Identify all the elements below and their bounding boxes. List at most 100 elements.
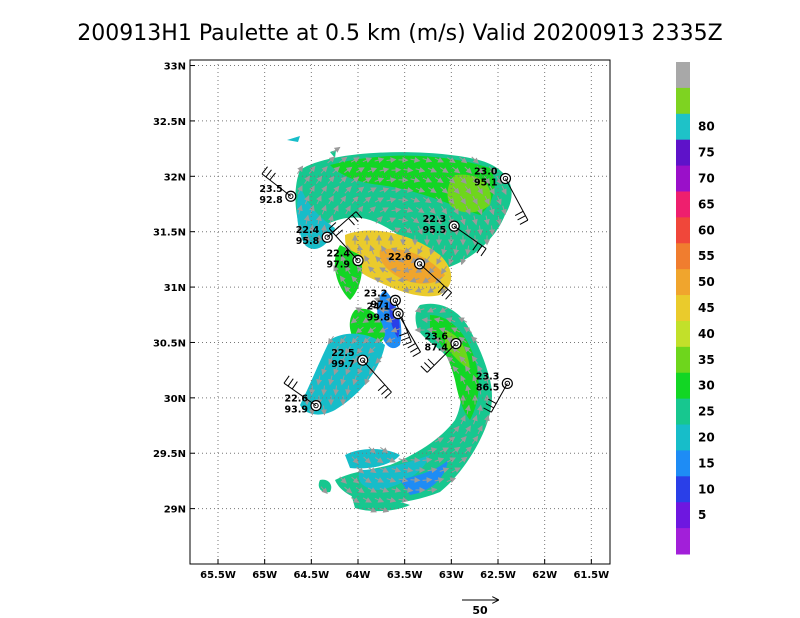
wind-barb-feather — [437, 285, 445, 293]
colorbar-segment — [676, 295, 690, 322]
latitude-axis: 33N 32.5N 32N 31.5N 31N 30.5N 30N 29.5N 29N — [153, 62, 186, 516]
wind-vector — [417, 245, 423, 255]
wind-barb-feather — [420, 365, 428, 373]
wind-vector — [423, 216, 431, 225]
wind-vector — [355, 307, 365, 313]
wind-vector — [333, 345, 339, 355]
wind-vector — [391, 466, 402, 473]
wind-vector — [363, 456, 372, 464]
colorbar-label: 70 — [698, 172, 715, 186]
colorbar-label: 15 — [698, 456, 715, 470]
wind-vector — [386, 457, 396, 463]
wind-vector — [427, 487, 438, 494]
wind-vector — [356, 265, 364, 274]
colorbar-label: 25 — [698, 405, 715, 419]
wind-vector — [380, 446, 389, 454]
wind-vector — [339, 275, 346, 284]
wind-vector — [476, 404, 483, 415]
colorbar-segment — [676, 346, 690, 374]
wind-barb-staff — [490, 383, 508, 413]
wind-barb-feather — [261, 166, 268, 175]
wind-barb-feather — [377, 384, 386, 392]
wind-vector — [459, 435, 467, 444]
wind-vector — [458, 317, 468, 323]
graticule — [190, 60, 610, 564]
wind-barb-feather — [472, 242, 479, 251]
wind-vector — [427, 447, 438, 454]
colorbar-label: 5 — [698, 508, 706, 522]
wind-vector — [452, 365, 460, 374]
colorbar-segment — [676, 502, 690, 529]
wind-vector — [375, 457, 384, 464]
wind-vector — [362, 477, 372, 484]
wind-vector — [368, 346, 376, 354]
wind-vector — [496, 175, 502, 185]
wind-barb-feather — [351, 214, 359, 223]
station-dot-icon — [395, 310, 401, 317]
wind-vector — [429, 245, 436, 256]
wind-vector — [471, 215, 478, 226]
wind-vector — [379, 506, 390, 513]
wind-vector — [459, 456, 468, 464]
wind-vector — [435, 276, 443, 284]
colorbar-segment — [676, 191, 690, 218]
wind-vector — [459, 156, 468, 164]
wind-vector — [367, 187, 377, 193]
wind-vector — [344, 186, 352, 194]
wind-vector — [374, 497, 385, 503]
wind-vector — [438, 327, 449, 334]
colorbar-segment — [676, 398, 690, 426]
wind-vector — [472, 374, 478, 385]
wind-vector — [350, 497, 360, 503]
wind-vector — [436, 255, 442, 265]
colorbar-label: 55 — [698, 249, 715, 263]
wind-barb-feather — [412, 351, 421, 358]
wind-vector — [441, 245, 448, 256]
wind-vector — [379, 267, 389, 273]
wind-vector — [327, 214, 334, 225]
wind-vector — [470, 336, 479, 344]
wind-vector — [374, 177, 385, 183]
wind-vector — [476, 225, 483, 236]
wind-vector — [427, 187, 437, 193]
wind-barb-staff — [426, 343, 457, 373]
colorbar-segment — [676, 113, 690, 141]
wind-vector — [344, 486, 353, 494]
station-temp: 23.0 — [474, 167, 498, 178]
wind-vector — [427, 467, 438, 474]
wind-vector — [477, 425, 483, 435]
wind-vector — [452, 425, 460, 434]
wind-vector — [373, 297, 384, 303]
wind-vector — [398, 456, 409, 463]
wind-vector — [411, 216, 420, 224]
wind-vector — [439, 347, 449, 353]
station-rh: 92.8 — [259, 195, 283, 206]
wind-vector — [403, 206, 414, 213]
colorbar-segment — [676, 372, 690, 400]
colorbar-label: 65 — [698, 197, 715, 211]
wind-barb-staff — [394, 300, 412, 343]
wind-vector — [362, 177, 372, 183]
colorbar-label: 45 — [698, 301, 715, 315]
wind-barb-feather — [485, 403, 495, 409]
wind-vector — [477, 365, 483, 375]
wind-vector — [328, 195, 334, 205]
wind-vector — [476, 166, 484, 175]
wind-vector — [422, 277, 432, 284]
wind-vector — [397, 276, 408, 283]
lat-tick-label: 31.5N — [153, 228, 186, 239]
station-rh: 99.7 — [331, 359, 354, 370]
station-marker: 23.592.8 — [259, 166, 297, 206]
wind-barb-feather — [409, 347, 419, 353]
wind-vector — [397, 256, 408, 263]
station-marker: 23.297. — [364, 288, 412, 346]
colorbar-segment — [676, 62, 690, 89]
wind-vector — [390, 326, 401, 333]
lon-tick-label: 61.5W — [573, 570, 609, 581]
wind-vector — [421, 317, 432, 324]
wind-vector — [321, 385, 328, 396]
station-rh: 95.1 — [474, 178, 497, 189]
wind-barb-feather — [283, 375, 290, 384]
colorbar-label: 20 — [698, 430, 715, 444]
wind-vector — [434, 437, 444, 443]
